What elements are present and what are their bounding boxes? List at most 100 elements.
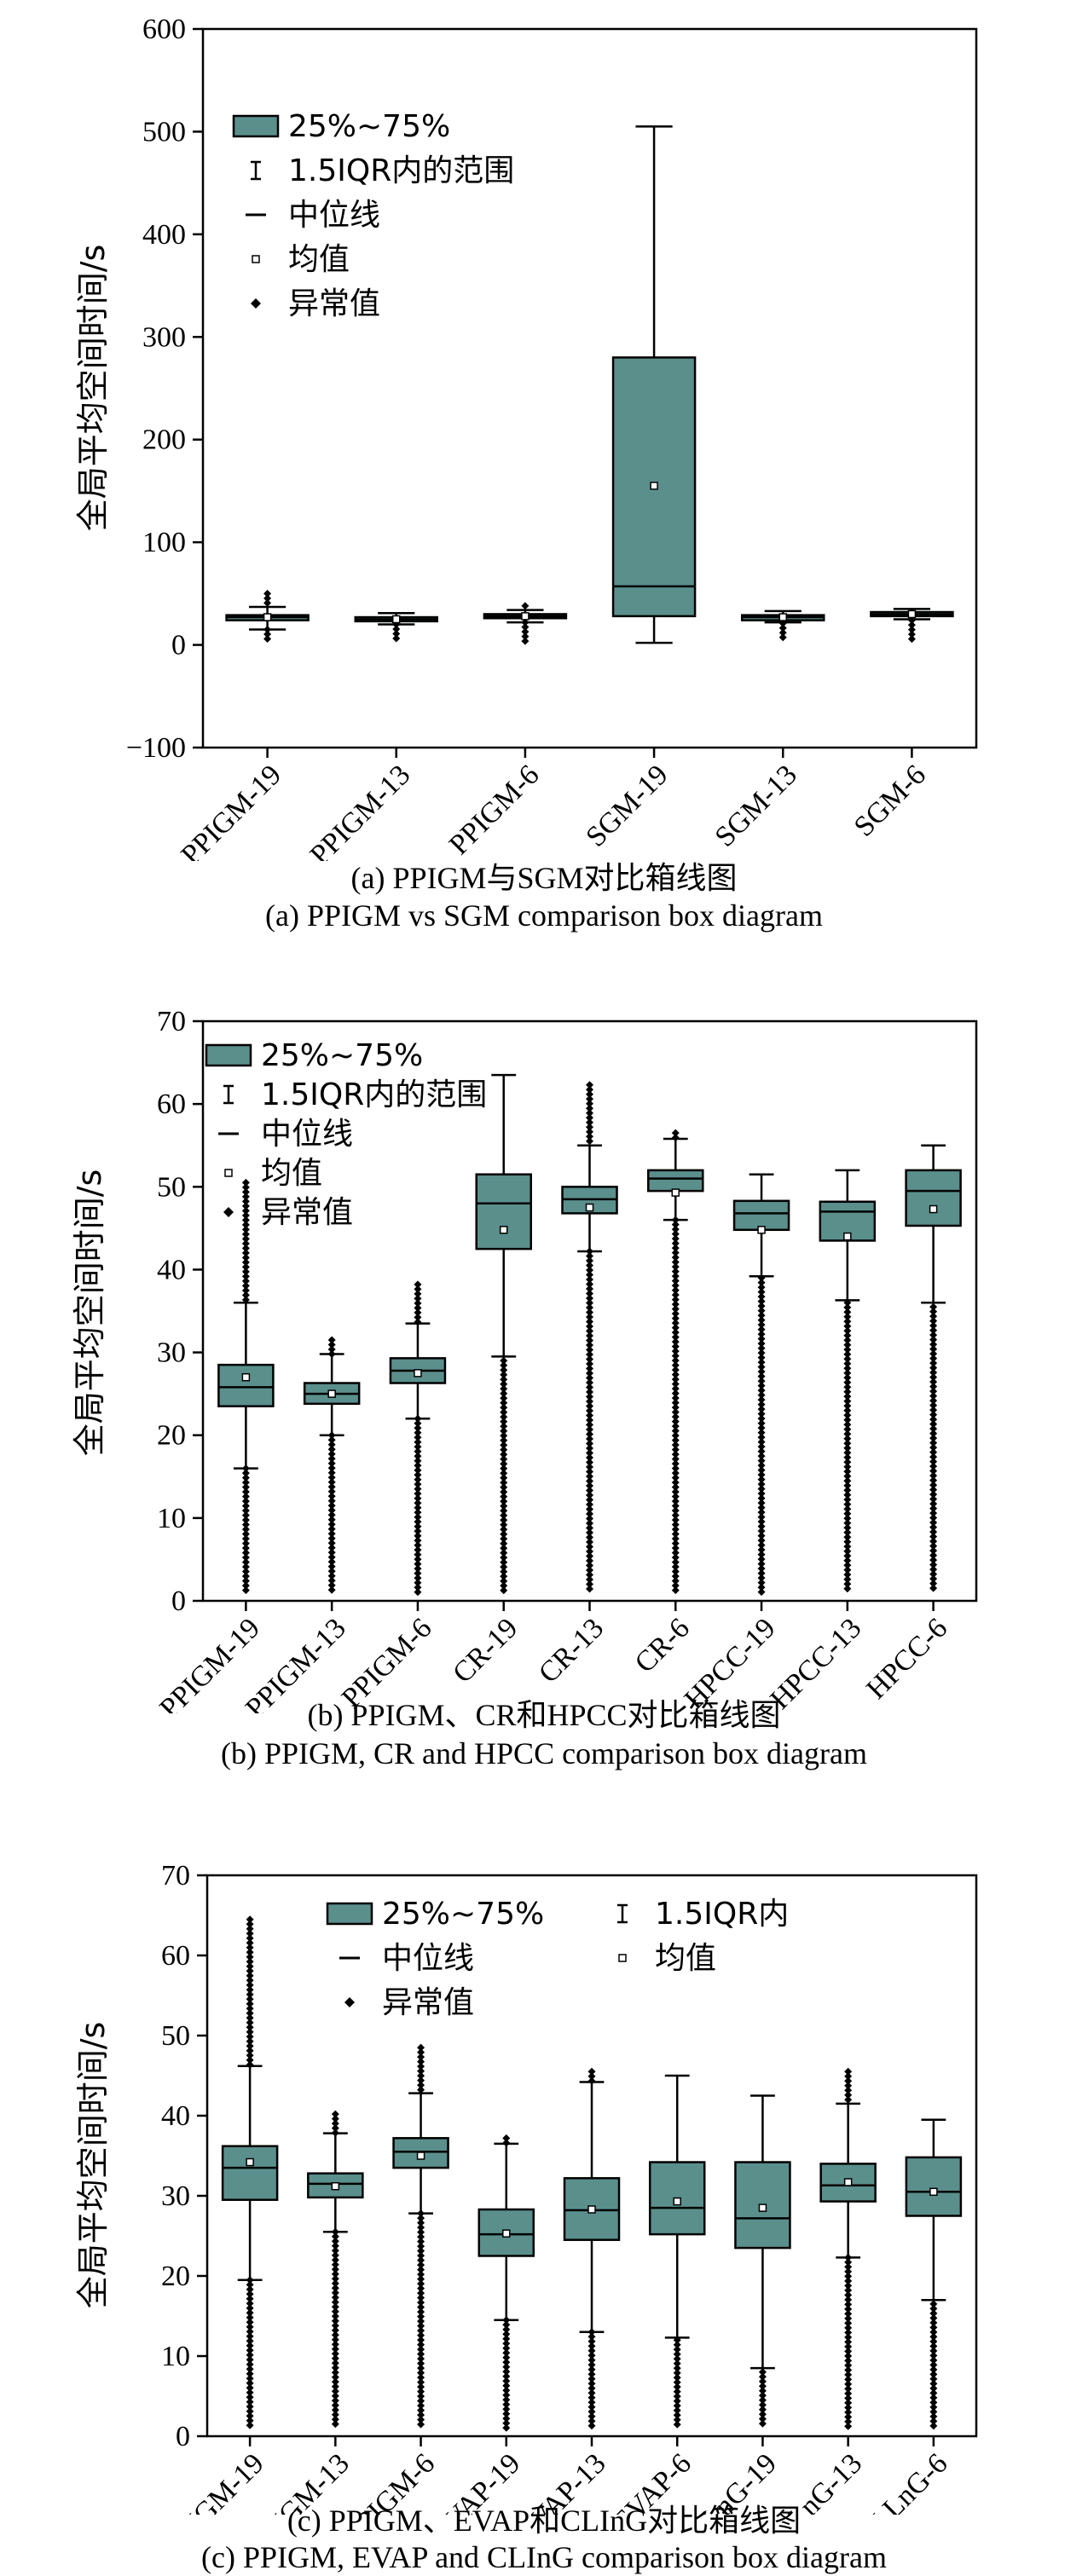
outlier-point bbox=[502, 2320, 511, 2329]
outlier-point bbox=[586, 1266, 593, 1274]
outlier-point bbox=[929, 1321, 938, 1330]
outlier-point bbox=[263, 589, 272, 598]
outlier-point bbox=[502, 2335, 511, 2343]
mean-marker bbox=[671, 1188, 680, 1197]
outlier-point bbox=[758, 2419, 767, 2428]
mean-marker bbox=[587, 2205, 596, 2214]
outlier-point bbox=[758, 2391, 767, 2400]
outlier-point bbox=[843, 1547, 852, 1556]
outlier-point bbox=[673, 2359, 681, 2368]
legend-box-swatch bbox=[232, 114, 280, 138]
mean-marker bbox=[241, 1372, 251, 1382]
outlier-point bbox=[500, 1497, 508, 1505]
outlier-point bbox=[246, 2308, 254, 2317]
outlier-point bbox=[843, 1378, 852, 1387]
outlier-point bbox=[586, 1303, 593, 1312]
x-tick-label: PPIGM-13 bbox=[304, 759, 417, 861]
outlier-point bbox=[331, 2331, 339, 2339]
outlier-point bbox=[246, 2047, 254, 2055]
outlier-point bbox=[241, 1572, 250, 1580]
outlier-point bbox=[586, 1566, 593, 1574]
outlier-point bbox=[673, 2369, 681, 2377]
outlier-point bbox=[671, 1281, 680, 1290]
outlier-point bbox=[246, 2004, 254, 2013]
outlier-point bbox=[929, 1439, 938, 1447]
outlier-point bbox=[331, 2383, 339, 2391]
outlier-point bbox=[757, 1377, 766, 1385]
outlier-point bbox=[331, 2377, 339, 2386]
outlier-point bbox=[500, 1577, 508, 1585]
outlier-point bbox=[246, 1985, 254, 1994]
outlier-point bbox=[929, 1336, 938, 1344]
outlier-point bbox=[327, 1478, 336, 1487]
outlier-point bbox=[929, 1467, 938, 1476]
outlier-point bbox=[843, 1406, 852, 1415]
y-tick-label: 50 bbox=[157, 1171, 186, 1203]
outlier-point bbox=[757, 1395, 766, 1404]
outlier-point bbox=[500, 1469, 508, 1477]
outlier-point bbox=[757, 1438, 766, 1447]
outlier-point bbox=[331, 2119, 339, 2128]
outlier-point bbox=[414, 1285, 422, 1293]
outlier-point bbox=[587, 2379, 596, 2388]
outlier-point bbox=[757, 1457, 766, 1465]
caption-cn-b: (b) PPIGM、CR和HPCC对比箱线图 bbox=[307, 1698, 781, 1732]
mean-marker bbox=[778, 613, 787, 621]
outlier-point bbox=[331, 2270, 339, 2279]
outlier-point bbox=[757, 1442, 766, 1451]
outlier-point bbox=[586, 1528, 593, 1537]
outlier-point bbox=[929, 1533, 938, 1541]
outlier-point bbox=[414, 1318, 422, 1326]
outlier-point bbox=[671, 1239, 680, 1248]
outlier-point bbox=[757, 1461, 766, 1470]
outlier-point bbox=[586, 1557, 593, 1565]
outlier-point bbox=[587, 2356, 596, 2365]
plot-frame bbox=[201, 27, 978, 749]
outlier-point bbox=[671, 1581, 680, 1590]
outlier-point bbox=[331, 2406, 339, 2414]
outlier-point bbox=[929, 2347, 938, 2355]
outlier-point bbox=[241, 1497, 250, 1505]
outlier-point bbox=[241, 1178, 250, 1187]
outlier-point bbox=[500, 1380, 508, 1389]
outlier-point bbox=[502, 2386, 511, 2394]
outlier-point bbox=[417, 2294, 425, 2302]
outlier-point bbox=[929, 1565, 938, 1574]
outlier-point bbox=[671, 1268, 680, 1276]
outlier-point bbox=[241, 1197, 250, 1205]
outlier-point bbox=[844, 2262, 853, 2271]
outlier-point bbox=[327, 1482, 336, 1491]
outlier-point bbox=[331, 2387, 339, 2395]
y-tick-label: 60 bbox=[161, 1940, 190, 1972]
outlier-point bbox=[757, 1367, 766, 1376]
box-chart-c: 010203040506070全局平均空间时间/sPPIGM-19PPIGM-1… bbox=[74, 1860, 978, 2515]
outlier-point bbox=[929, 1383, 938, 1391]
outlier-point bbox=[757, 1583, 766, 1591]
outlier-point bbox=[414, 1280, 422, 1289]
outlier-point bbox=[500, 1562, 508, 1571]
outlier-point bbox=[929, 2403, 938, 2411]
outlier-point bbox=[757, 1307, 766, 1315]
outlier-point bbox=[671, 1549, 680, 1557]
outlier-point bbox=[586, 1533, 593, 1542]
box-chart-b: 010203040506070全局平均空间时间/sPPIGM-19PPIGM-1… bbox=[71, 1006, 978, 1713]
outlier-point bbox=[671, 1319, 680, 1327]
outlier-point bbox=[586, 1322, 593, 1331]
outlier-point bbox=[757, 1414, 766, 1423]
outlier-point bbox=[500, 1502, 508, 1510]
outlier-point bbox=[241, 1206, 250, 1215]
outlier-point bbox=[327, 1435, 336, 1444]
outlier-point bbox=[414, 1489, 422, 1498]
outlier-point bbox=[586, 1299, 593, 1308]
outlier-point bbox=[586, 1538, 593, 1546]
outlier-point bbox=[586, 1285, 593, 1293]
outlier-point bbox=[757, 1476, 766, 1484]
outlier-point bbox=[843, 1458, 852, 1466]
outlier-point bbox=[500, 1478, 508, 1487]
legend-mean-swatch bbox=[252, 255, 260, 263]
outlier-point bbox=[414, 1476, 422, 1484]
mean-marker bbox=[502, 2229, 511, 2238]
outlier-point bbox=[586, 1327, 593, 1336]
outlier-point bbox=[844, 2380, 853, 2388]
outlier-point bbox=[673, 2401, 681, 2410]
